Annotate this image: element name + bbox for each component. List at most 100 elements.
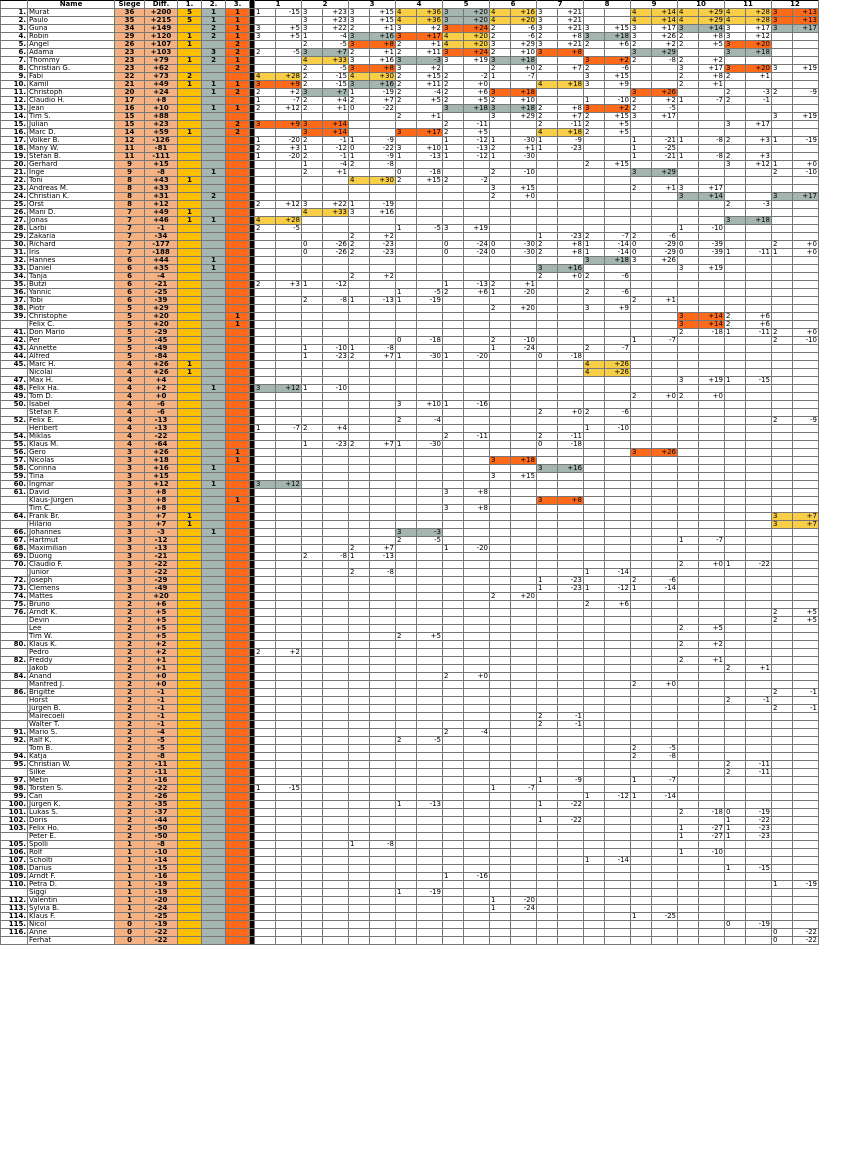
week-diff: +26 <box>604 368 631 377</box>
first-place-count <box>177 312 202 321</box>
week-points <box>724 888 746 897</box>
week-points <box>348 576 370 585</box>
week-diff: +13 <box>792 8 819 17</box>
week-points <box>677 928 699 937</box>
week-diff: +21 <box>557 24 584 33</box>
week-points: 3 <box>442 24 464 33</box>
week-diff <box>604 296 631 305</box>
week-points <box>536 416 558 425</box>
rank-cell: 103. <box>0 824 28 833</box>
week-diff <box>698 680 725 689</box>
first-place-count <box>177 544 202 553</box>
week-diff <box>369 312 396 321</box>
week-diff: +5 <box>604 120 631 129</box>
week-diff <box>416 576 443 585</box>
week-diff <box>698 920 725 929</box>
rank-cell <box>0 624 28 633</box>
second-place-count <box>201 400 226 409</box>
week-points: 3 <box>724 40 746 49</box>
week-points <box>583 528 605 537</box>
week-diff <box>416 344 443 353</box>
diff-cell: -10 <box>144 848 178 857</box>
third-place-count <box>225 920 250 929</box>
week-points <box>442 456 464 465</box>
week-points <box>395 696 417 705</box>
week-points <box>442 344 464 353</box>
week-points <box>677 400 699 409</box>
week-diff <box>416 920 443 929</box>
week-points <box>489 432 511 441</box>
week-points <box>677 648 699 657</box>
week-points <box>395 776 417 785</box>
week-points: 1 <box>536 816 558 825</box>
week-points <box>489 704 511 713</box>
week-diff: +16 <box>510 8 537 17</box>
header-week-3: 3 <box>348 0 396 9</box>
week-diff: -8 <box>369 344 396 353</box>
week-points <box>536 392 558 401</box>
week-points <box>348 776 370 785</box>
week-points: 2 <box>489 64 511 73</box>
week-points: 3 <box>395 32 417 41</box>
week-diff <box>792 752 819 761</box>
third-place-count <box>225 504 250 513</box>
diff-cell: +0 <box>144 680 178 689</box>
week-diff <box>792 144 819 153</box>
week-diff <box>322 872 349 881</box>
week-diff <box>275 832 302 841</box>
week-points <box>348 784 370 793</box>
week-diff <box>745 544 772 553</box>
week-points: 1 <box>583 96 605 105</box>
header-week-4: 4 <box>395 0 443 9</box>
second-place-count <box>201 824 226 833</box>
week-points <box>677 568 699 577</box>
week-points <box>771 208 793 217</box>
week-diff: +1 <box>416 40 443 49</box>
wins-cell: 3 <box>114 544 145 553</box>
week-diff: +8 <box>698 32 725 41</box>
week-diff: -23 <box>557 232 584 241</box>
week-diff <box>275 16 302 25</box>
week-points <box>771 320 793 329</box>
rank-cell: 2. <box>0 16 28 25</box>
wins-cell: 36 <box>114 8 145 17</box>
week-points <box>348 728 370 737</box>
second-place-count <box>201 544 226 553</box>
week-points <box>583 904 605 913</box>
week-points <box>254 56 276 65</box>
week-diff <box>698 856 725 865</box>
week-diff <box>604 520 631 529</box>
player-name: Torsten S. <box>27 784 115 793</box>
week-points: 3 <box>536 16 558 25</box>
week-diff <box>322 928 349 937</box>
player-name: Annette <box>27 344 115 353</box>
rank-cell: 42. <box>0 336 28 345</box>
week-diff: -39 <box>698 248 725 257</box>
week-points <box>254 600 276 609</box>
week-points <box>301 408 323 417</box>
week-diff: -10 <box>604 424 631 433</box>
week-points <box>630 384 652 393</box>
week-diff <box>463 168 490 177</box>
week-points <box>771 272 793 281</box>
week-diff: -6 <box>510 32 537 41</box>
second-place-count <box>201 624 226 633</box>
week-diff <box>510 376 537 385</box>
week-points <box>677 736 699 745</box>
week-points <box>254 880 276 889</box>
week-points <box>442 928 464 937</box>
week-diff: -10 <box>322 384 349 393</box>
week-diff <box>604 208 631 217</box>
week-points <box>301 624 323 633</box>
diff-cell: -26 <box>144 792 178 801</box>
week-diff: -18 <box>557 440 584 449</box>
week-diff <box>369 128 396 137</box>
week-diff <box>322 488 349 497</box>
week-points <box>301 832 323 841</box>
week-points <box>395 864 417 873</box>
week-points: 2 <box>395 80 417 89</box>
week-diff: -8 <box>322 296 349 305</box>
week-diff: +22 <box>322 200 349 209</box>
week-points <box>489 728 511 737</box>
week-diff <box>275 64 302 73</box>
